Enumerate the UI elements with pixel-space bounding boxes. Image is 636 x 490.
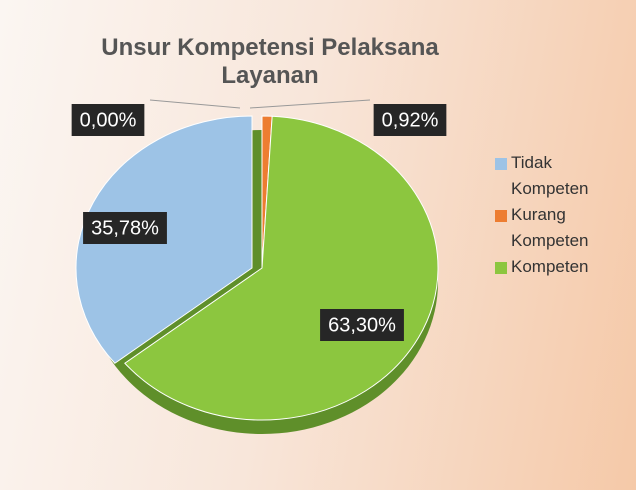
data-label-box (83, 212, 167, 244)
data-label: 0,00% (71, 104, 145, 136)
data-label-box (71, 104, 145, 136)
legend-label: Kurang Kompeten (511, 205, 589, 250)
data-label-text: 63,30% (328, 314, 396, 336)
data-label: 35,78% (83, 212, 167, 244)
legend-swatch (495, 262, 507, 274)
legend-label: Tidak Kompeten (511, 153, 589, 198)
legend-item: Kurang Kompeten (493, 202, 613, 254)
data-label-box (373, 104, 447, 136)
legend-label: Kompeten (511, 257, 589, 276)
leader-line (149, 99, 241, 109)
legend-swatch (495, 158, 507, 170)
legend: Tidak Kompeten Kurang Kompeten Kompeten (493, 150, 613, 280)
leader-line (249, 99, 371, 109)
data-label-text: 0,00% (80, 109, 137, 131)
legend-item: Kompeten (493, 254, 613, 280)
data-label: 0,92% (373, 104, 447, 136)
data-label-box (320, 309, 404, 341)
legend-item: Tidak Kompeten (493, 150, 613, 202)
legend-swatch (495, 210, 507, 222)
data-label: 63,30% (320, 309, 404, 341)
pie-slice (124, 115, 439, 421)
data-label-text: 35,78% (91, 217, 159, 239)
chart-title: Unsur Kompetensi Pelaksana Layanan (101, 34, 439, 89)
data-label-text: 0,92% (382, 109, 439, 131)
